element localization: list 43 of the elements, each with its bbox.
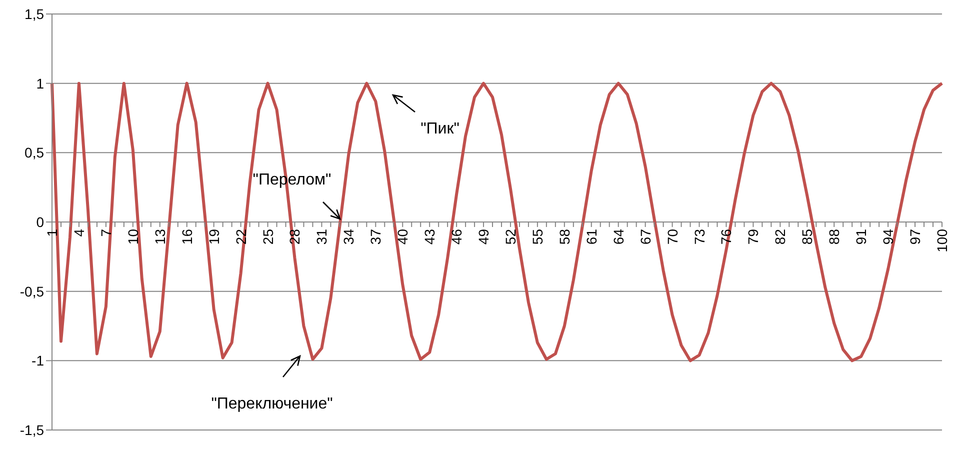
x-tick-label: 73: [691, 228, 708, 245]
x-tick-label: 85: [799, 228, 816, 245]
x-tick-label: 40: [394, 228, 411, 245]
x-tick-label: 16: [178, 228, 195, 245]
x-tick-label: 10: [124, 228, 141, 245]
x-tick-label: 61: [583, 228, 600, 245]
x-tick-label: 25: [260, 228, 276, 245]
x-tick-label: 97: [907, 228, 924, 245]
x-tick-label: 76: [718, 228, 734, 245]
x-tick-label: 1: [44, 228, 60, 237]
x-tick-label: 37: [368, 228, 384, 245]
x-tick-label: 22: [232, 228, 249, 245]
x-tick-label: 91: [853, 228, 870, 245]
x-tick-label: 82: [772, 228, 788, 245]
x-tick-label: 28: [286, 228, 303, 245]
x-tick-label: 55: [529, 228, 546, 245]
x-tick-label: 64: [610, 228, 626, 245]
x-tick-label: 31: [314, 228, 330, 245]
x-tick-label: 58: [556, 228, 572, 245]
x-tick-label: 70: [664, 228, 680, 245]
x-tick-label: 79: [745, 228, 762, 245]
y-tick-label: -1,5: [20, 422, 44, 438]
x-tick-label: 100: [934, 228, 950, 252]
x-tick-label: 94: [880, 228, 896, 245]
y-tick-label: 0: [36, 214, 44, 230]
x-tick-label: 34: [340, 228, 357, 245]
y-tick-label: -1: [32, 352, 44, 369]
x-tick-label: 4: [70, 228, 87, 237]
x-tick-label: 43: [422, 228, 438, 245]
y-tick-label: 1: [36, 75, 44, 92]
y-tick-label: 1,5: [24, 6, 44, 22]
y-tick-label: 0,5: [24, 144, 44, 161]
x-tick-label: 52: [502, 228, 518, 245]
x-tick-label: 88: [826, 228, 842, 245]
x-tick-label: 46: [448, 228, 465, 245]
x-tick-label: 7: [98, 228, 114, 237]
x-tick-label: 49: [476, 228, 492, 245]
annotation: "Пик": [420, 120, 460, 138]
x-tick-label: 13: [152, 228, 168, 245]
y-tick-label: -0,5: [20, 283, 44, 300]
x-tick-label: 19: [206, 228, 222, 245]
annotation: "Переключение": [211, 396, 333, 412]
x-tick-label: 67: [637, 228, 654, 245]
